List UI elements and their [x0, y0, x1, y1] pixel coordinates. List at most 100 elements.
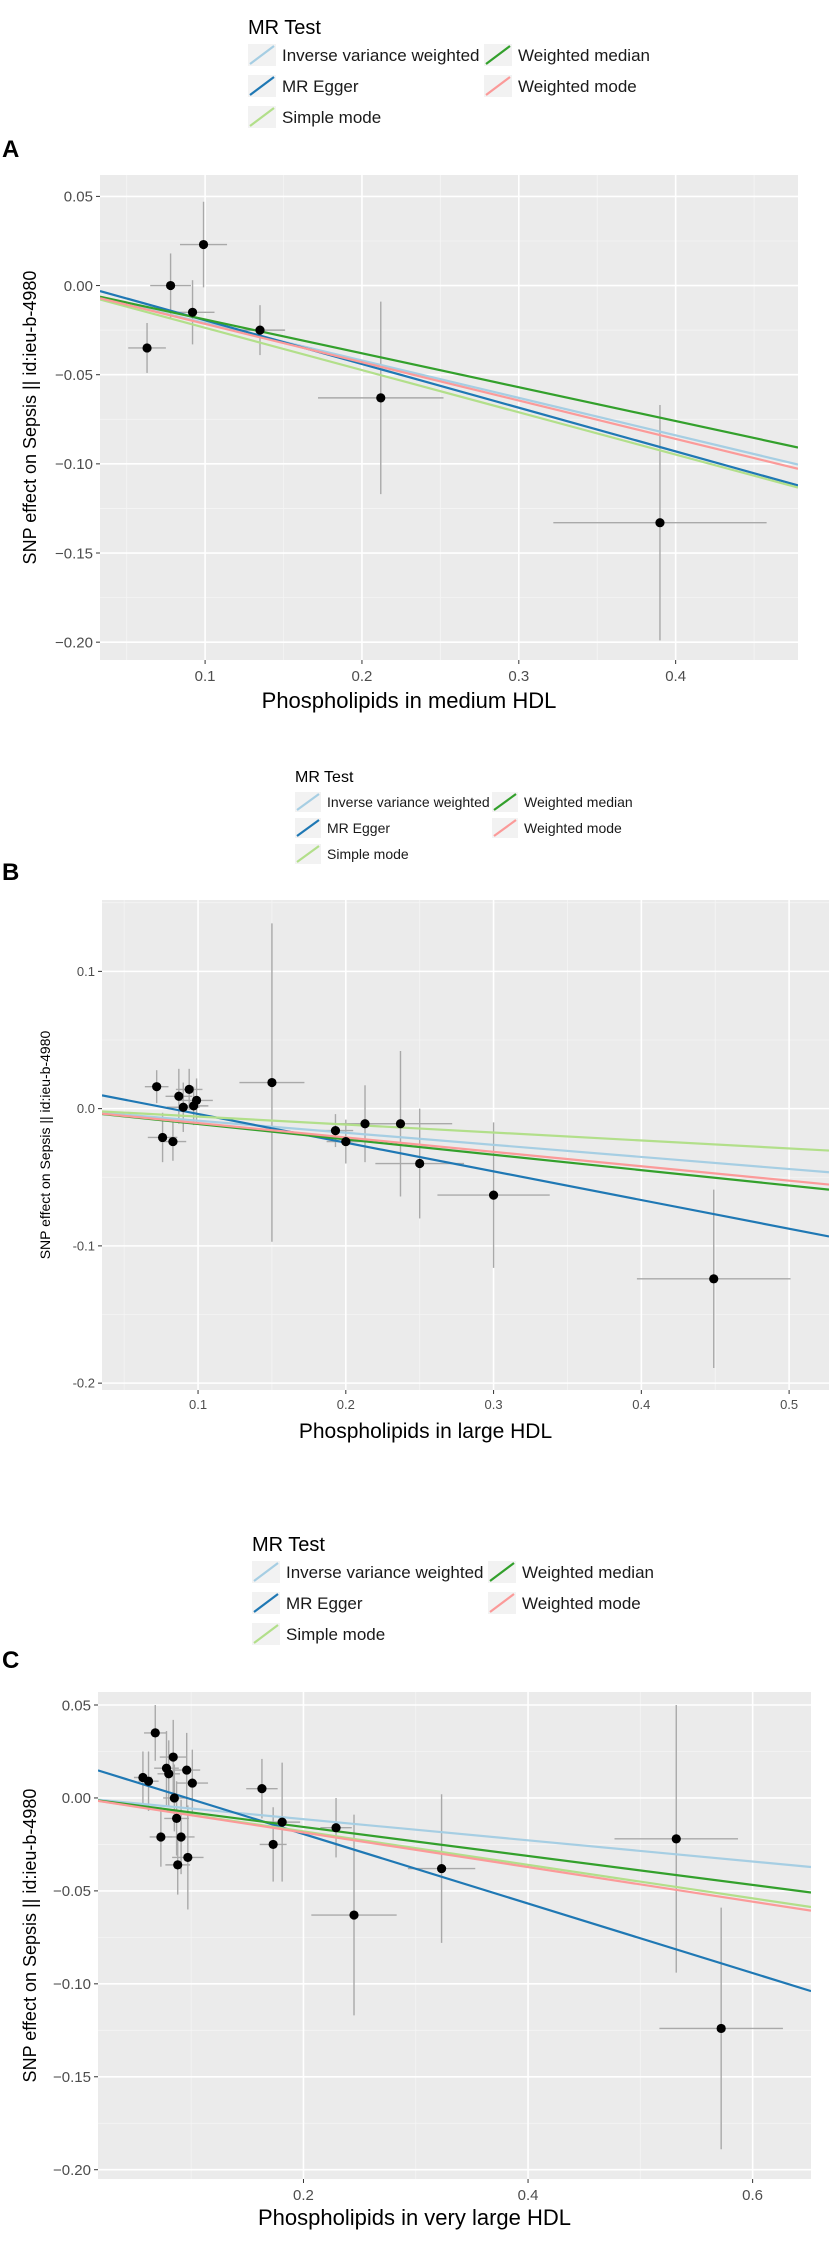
y-tick-label: −0.15 [55, 545, 93, 562]
panel-label: C [2, 1647, 19, 1674]
regression-line-weighted_mode [100, 297, 798, 470]
legend-key-line [485, 45, 511, 65]
x-tick-label: 0.3 [485, 1397, 503, 1412]
data-point [156, 1832, 166, 1842]
y-axis-title: SNP effect on Sepsis || id:ieu-b-4980 [37, 1031, 53, 1260]
panel-label: B [2, 859, 19, 886]
legend-key-line [493, 793, 517, 811]
regression-line-ivw [102, 1111, 829, 1174]
panel-label: A [2, 136, 19, 163]
data-layer [100, 201, 798, 641]
legend: MR Test Inverse variance weighted Weighted… [252, 1534, 654, 1645]
legend-key-weighted_mode: Weighted mode [488, 1592, 641, 1614]
data-layer [98, 1705, 811, 2150]
legend-label-weighted_mode: Weighted mode [524, 820, 622, 836]
y-tick-label: −0.15 [53, 2069, 91, 2086]
legend-key-line [489, 1593, 515, 1613]
legend-key-line [489, 1562, 515, 1582]
data-point [191, 1095, 202, 1105]
x-tick-label: 0.3 [508, 668, 529, 685]
data-point [341, 1136, 351, 1147]
data-point [187, 307, 198, 317]
data-point [255, 325, 265, 335]
legend-title: MR Test [252, 1534, 325, 1556]
y-tick-label: −0.20 [53, 2162, 91, 2179]
y-tick-label: 0.0 [77, 1101, 95, 1116]
legend-label-egger: MR Egger [282, 77, 359, 96]
y-tick-label: 0.05 [62, 1697, 91, 1714]
legend-key-line [249, 45, 275, 65]
y-tick-label: −0.10 [55, 456, 93, 473]
legend-title: MR Test [248, 17, 321, 39]
legend-key-weighted_median: Weighted median [488, 1561, 654, 1583]
x-tick-label: 0.4 [665, 668, 686, 685]
axes: 0.1 0.2 0.3 0.4 0.5 0.1 0.0 -0.1 -0.2 Phospholipi… [37, 964, 798, 1443]
y-tick-label: -0.1 [73, 1238, 95, 1253]
x-tick-label: 0.1 [195, 668, 216, 685]
legend-key-ivw: Inverse variance weighted [252, 1561, 484, 1583]
data-point [331, 1823, 341, 1833]
legend-key-simple_mode: Simple mode [248, 106, 381, 128]
legend-label-ivw: Inverse variance weighted [282, 46, 480, 65]
legend: MR Test Inverse variance weighted Weighted… [248, 17, 650, 128]
data-point [187, 1778, 197, 1788]
legend-label-egger: MR Egger [286, 1594, 363, 1613]
legend-label-weighted_median: Weighted median [522, 1563, 654, 1582]
chart-panel-B: B MR Test Inverse variance weighted Weighte… [2, 769, 829, 1443]
y-tick-label: −0.20 [55, 634, 93, 651]
y-tick-label: −0.05 [55, 367, 93, 384]
legend-key-weighted_median: Weighted median [484, 44, 650, 66]
data-point [488, 1190, 499, 1200]
data-point [171, 1813, 182, 1823]
legend-key-line [249, 107, 275, 127]
regression-line-egger [100, 289, 798, 487]
gridlines [98, 1692, 811, 2179]
data-point [173, 1860, 183, 1870]
data-point [157, 1132, 168, 1143]
x-tick-label: 0.2 [337, 1397, 355, 1412]
data-point [169, 1793, 179, 1803]
plot-background [100, 175, 798, 660]
data-point [198, 239, 209, 250]
data-point [415, 1158, 425, 1169]
x-tick-label: 0.2 [293, 2187, 314, 2204]
data-point [655, 518, 665, 528]
data-point [376, 393, 386, 403]
legend-key-line [296, 845, 320, 863]
legend-key-line [296, 793, 320, 811]
x-tick-label: 0.6 [742, 2187, 763, 2204]
data-point [395, 1119, 406, 1129]
x-tick-label: 0.1 [189, 1397, 207, 1412]
data-point [184, 1084, 194, 1095]
legend-label-weighted_mode: Weighted mode [518, 77, 637, 96]
x-axis-title: Phospholipids in large HDL [299, 1420, 552, 1443]
data-point [182, 1765, 192, 1775]
chart-panel-A: A MR Test Inverse variance weighted Weighte… [2, 17, 798, 713]
chart-panel-C: C MR Test Inverse variance weighted Weighte… [2, 1534, 811, 2230]
x-tick-label: 0.4 [518, 2187, 539, 2204]
x-tick-label: 0.4 [632, 1397, 650, 1412]
legend-key-line [485, 76, 511, 96]
legend-key-line [249, 76, 275, 96]
x-tick-label: 0.2 [352, 668, 373, 685]
legend-key-simple_mode: Simple mode [295, 844, 409, 864]
legend-label-weighted_median: Weighted median [524, 794, 633, 810]
data-point [277, 1817, 287, 1827]
y-tick-label: −0.05 [53, 1883, 91, 1900]
x-tick-label: 0.5 [780, 1397, 798, 1412]
y-tick-label: 0.00 [62, 1790, 91, 1807]
y-tick-label: 0.05 [64, 189, 93, 206]
y-tick-label: −0.10 [53, 1976, 91, 1993]
data-point [268, 1839, 278, 1850]
y-tick-label: 0.00 [64, 278, 93, 295]
regression-line-simple_mode [102, 1110, 829, 1152]
y-tick-label: -0.2 [73, 1376, 95, 1391]
legend-key-ivw: Inverse variance weighted [295, 792, 490, 812]
y-axis-title: SNP effect on Sepsis || id:ieu-b-4980 [20, 271, 40, 565]
data-point [174, 1091, 184, 1101]
legend-key-weighted_median: Weighted median [492, 792, 633, 812]
data-point [143, 1776, 154, 1786]
data-point [267, 1077, 277, 1088]
data-point [142, 343, 152, 353]
